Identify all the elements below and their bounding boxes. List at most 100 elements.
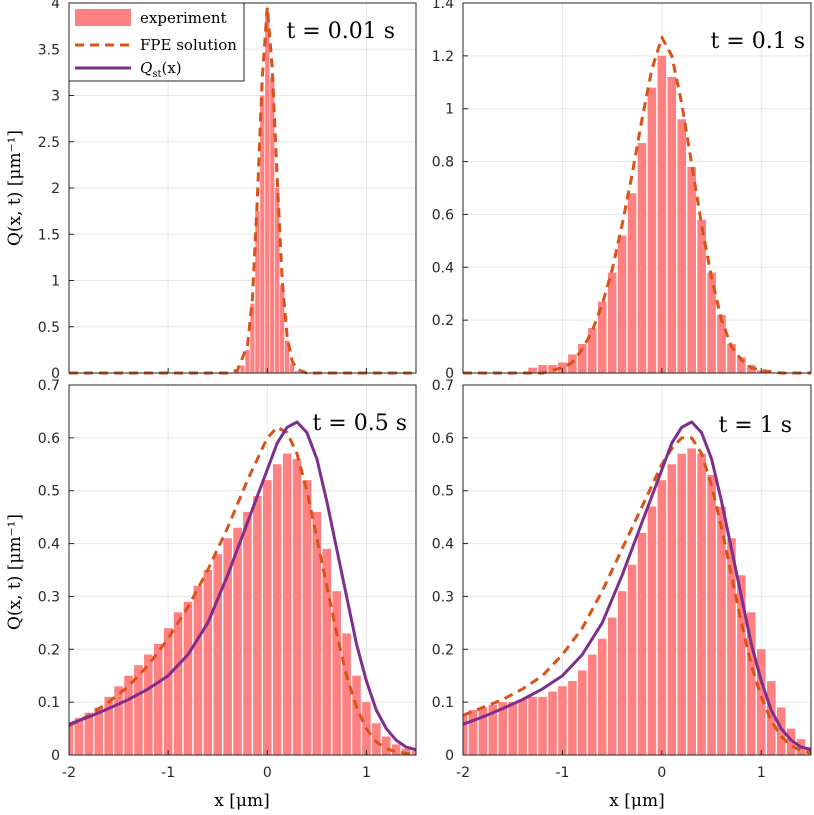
experiment-bar — [411, 750, 416, 755]
experiment-bar — [558, 362, 567, 373]
experiment-bar — [687, 448, 696, 755]
x-axis-label-left: x [μm] — [214, 791, 269, 811]
experiment-bar — [253, 496, 262, 755]
experiment-bar — [727, 343, 736, 373]
experiment-bar — [372, 723, 381, 755]
experiment-bar — [707, 272, 716, 373]
experiment-bar — [280, 285, 285, 373]
experiment-bar — [587, 328, 597, 373]
experiment-bar — [342, 633, 351, 755]
experiment-bar — [235, 371, 240, 373]
y-tick-label: 0.1 — [432, 695, 454, 711]
time-annotation: t = 1 s — [718, 413, 792, 438]
experiment-bar — [275, 188, 280, 373]
y-tick-label: 0.5 — [432, 484, 454, 500]
experiment-bar — [114, 686, 123, 755]
x-tick-label: 1 — [757, 765, 766, 781]
experiment-bar — [657, 480, 667, 755]
experiment-bars — [528, 55, 766, 374]
y-tick-label: 1 — [51, 274, 60, 290]
experiment-bar — [233, 527, 242, 755]
y-tick-label: 0 — [445, 748, 454, 764]
experiment-bar — [289, 363, 295, 373]
experiment-bar — [717, 314, 726, 373]
x-tick-label: 1 — [362, 765, 371, 781]
experiment-bar — [104, 696, 113, 755]
experiment-bar — [294, 371, 300, 373]
experiment-bar — [657, 55, 667, 373]
experiment-bar — [627, 193, 637, 373]
legend-label-experiment: experiment — [140, 9, 227, 27]
y-tick-label: 0.2 — [38, 642, 60, 658]
experiment-bar — [144, 654, 153, 755]
y-tick-label: 3.5 — [38, 42, 60, 58]
y-tick-label: 4 — [51, 0, 60, 12]
experiment-bar — [134, 665, 143, 755]
experiment-bar — [498, 702, 508, 755]
y-axis-label-bottom: Q(x, t) [μm⁻¹] — [5, 514, 25, 630]
x-tick-label: -1 — [555, 765, 569, 781]
grid — [462, 2, 811, 374]
experiment-bar — [627, 564, 637, 755]
legend-label-qst: Qst(x) — [140, 59, 182, 80]
experiment-bar — [332, 591, 341, 755]
experiment-bar — [263, 480, 272, 755]
experiment-bar — [223, 538, 232, 755]
y-tick-label: 0.3 — [432, 589, 454, 605]
experiment-bar — [352, 675, 361, 755]
experiment-bar — [463, 715, 468, 755]
experiment-bar — [183, 601, 193, 755]
experiment-bar — [578, 343, 587, 373]
y-tick-label: 0.4 — [432, 260, 454, 276]
experiment-bar — [637, 143, 647, 373]
y-tick-label: 1 — [445, 102, 454, 118]
experiment-bar — [776, 707, 786, 755]
experiment-bar — [381, 736, 391, 755]
experiment-bar — [322, 548, 332, 755]
qst-line — [68, 420, 417, 752]
y-tick-label: 0 — [51, 366, 60, 382]
y-tick-label: 1.5 — [38, 227, 60, 243]
y-tick-label: 0.2 — [432, 642, 454, 658]
legend-swatch-experiment — [75, 9, 131, 26]
svg-text:Q(x, t) [μm⁻¹]: Q(x, t) [μm⁻¹] — [5, 130, 25, 246]
experiment-bar — [677, 119, 687, 374]
experiment-bar — [260, 95, 265, 373]
experiment-bar — [124, 675, 133, 755]
experiment-bar — [284, 340, 290, 373]
experiment-bar — [558, 686, 567, 755]
y-tick-label: 0.5 — [38, 320, 60, 336]
experiment-bar — [240, 365, 245, 373]
experiment-bar — [717, 506, 726, 755]
experiment-bar — [245, 349, 250, 373]
experiment-bar — [468, 710, 478, 755]
y-tick-label: 0.4 — [38, 537, 60, 553]
experiment-bar — [677, 453, 687, 755]
experiment-bar — [173, 612, 183, 755]
panel-bottom-left: -2 -1 0 1 0 0.1 0.2 0.3 0.4 0.5 0.6 0.7 t = 0.5 s — [38, 378, 417, 781]
y-tick-label: 0.6 — [432, 207, 454, 223]
experiment-bar — [193, 585, 203, 755]
experiment-bar — [213, 554, 222, 755]
experiment-bar — [518, 699, 527, 755]
experiment-bar — [401, 748, 411, 755]
x-tick-label: -2 — [456, 765, 470, 781]
experiment-bar — [607, 272, 617, 373]
experiment-bar — [272, 464, 282, 755]
legend: experiment FPE solution Qst(x) — [68, 2, 245, 82]
y-tick-label: 0.2 — [432, 313, 454, 329]
experiment-bar — [607, 617, 617, 755]
experiment-bar — [312, 511, 322, 755]
y-tick-label: 3 — [51, 89, 60, 105]
y-tick-label: 0.5 — [38, 484, 60, 500]
qst-line — [462, 420, 812, 752]
experiment-bar — [538, 365, 547, 373]
time-annotation: t = 0.5 s — [312, 411, 407, 436]
axes-frame — [462, 2, 812, 374]
experiment-bar — [94, 707, 104, 755]
fpe-solution-line — [69, 6, 416, 375]
experiment-bar — [528, 367, 537, 373]
x-tick-label: 0 — [263, 765, 272, 781]
experiment-bar — [270, 77, 275, 373]
